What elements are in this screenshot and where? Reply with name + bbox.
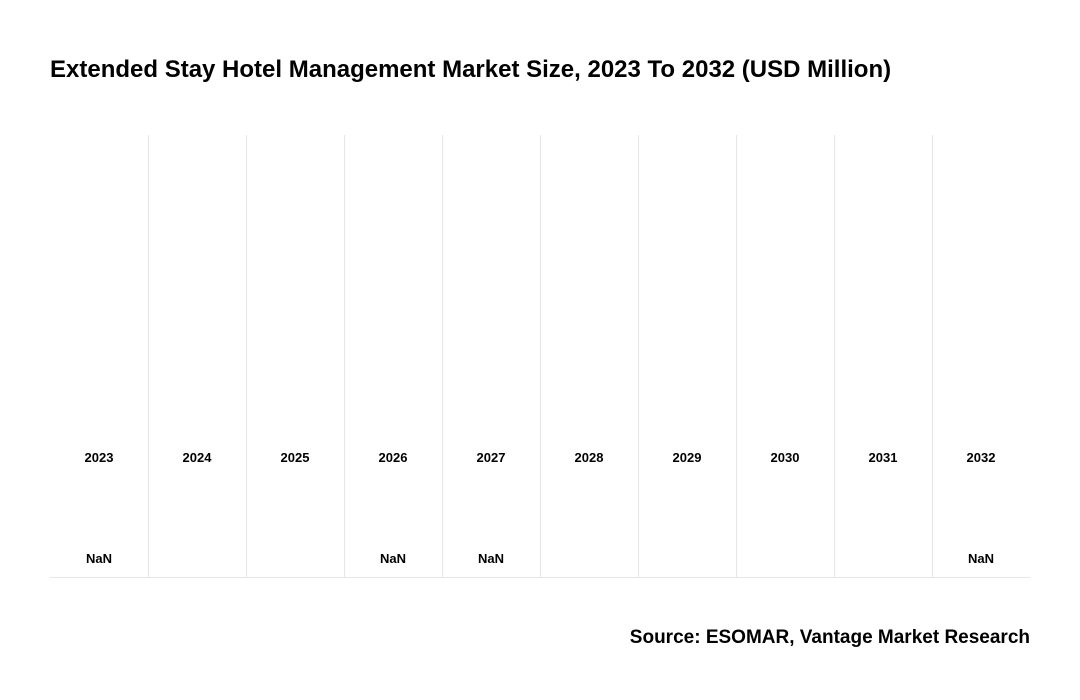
x-tick-label: 2024 [148,450,246,465]
bar-column [834,135,932,577]
value-label: NaN [442,551,540,566]
x-tick-label: 2025 [246,450,344,465]
x-tick-label: 2026 [344,450,442,465]
x-tick-label: 2032 [932,450,1030,465]
x-tick-label: 2023 [50,450,148,465]
bar-column: NaN [50,135,148,577]
value-label: NaN [932,551,1030,566]
value-label: NaN [344,551,442,566]
bar-column [148,135,246,577]
x-tick-label: 2030 [736,450,834,465]
value-label: NaN [50,551,148,566]
x-tick-label: 2031 [834,450,932,465]
bar-column: NaN [932,135,1030,577]
x-tick-label: 2028 [540,450,638,465]
x-tick-label: 2027 [442,450,540,465]
bar-column [246,135,344,577]
source-attribution: Source: ESOMAR, Vantage Market Research [630,627,1030,649]
bar-column: NaN [442,135,540,577]
x-tick-label: 2029 [638,450,736,465]
bar-column [638,135,736,577]
bar-column [736,135,834,577]
bar-column [540,135,638,577]
chart-title: Extended Stay Hotel Management Market Si… [50,56,891,84]
plot-area: NaN NaN NaN NaN [50,135,1030,578]
bar-column: NaN [344,135,442,577]
